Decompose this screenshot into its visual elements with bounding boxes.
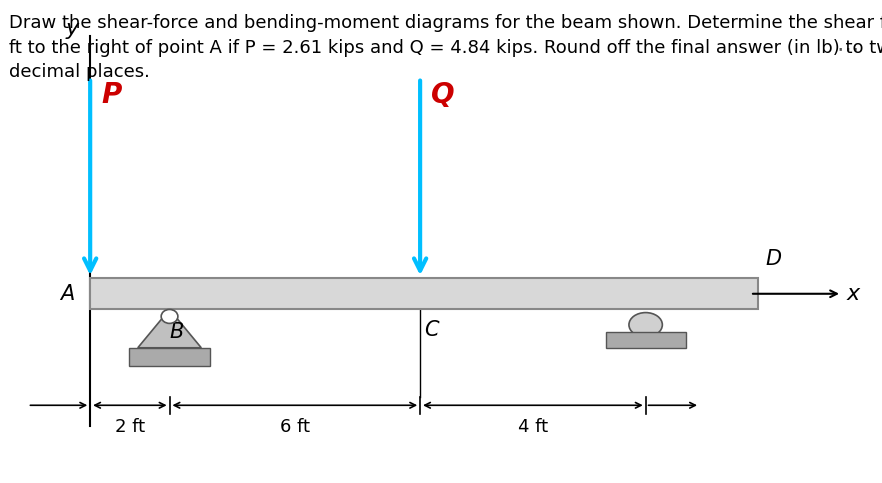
Ellipse shape <box>629 313 662 337</box>
FancyBboxPatch shape <box>130 348 210 366</box>
Circle shape <box>161 310 178 324</box>
Polygon shape <box>138 310 201 348</box>
Text: 2 ft: 2 ft <box>115 418 145 436</box>
Text: 6 ft: 6 ft <box>280 418 310 436</box>
Text: ⋯: ⋯ <box>836 40 859 59</box>
Text: y: y <box>65 19 78 40</box>
FancyBboxPatch shape <box>606 332 685 348</box>
FancyBboxPatch shape <box>90 278 759 310</box>
Text: x: x <box>846 284 859 304</box>
Text: A: A <box>60 284 74 304</box>
Text: C: C <box>424 320 439 340</box>
Text: D: D <box>765 249 781 269</box>
Text: B: B <box>169 322 183 342</box>
Text: Q: Q <box>431 81 454 109</box>
Text: 4 ft: 4 ft <box>518 418 548 436</box>
Text: P: P <box>101 81 122 109</box>
Text: Draw the shear-force and bending-moment diagrams for the beam shown. Determine t: Draw the shear-force and bending-moment … <box>9 14 882 81</box>
